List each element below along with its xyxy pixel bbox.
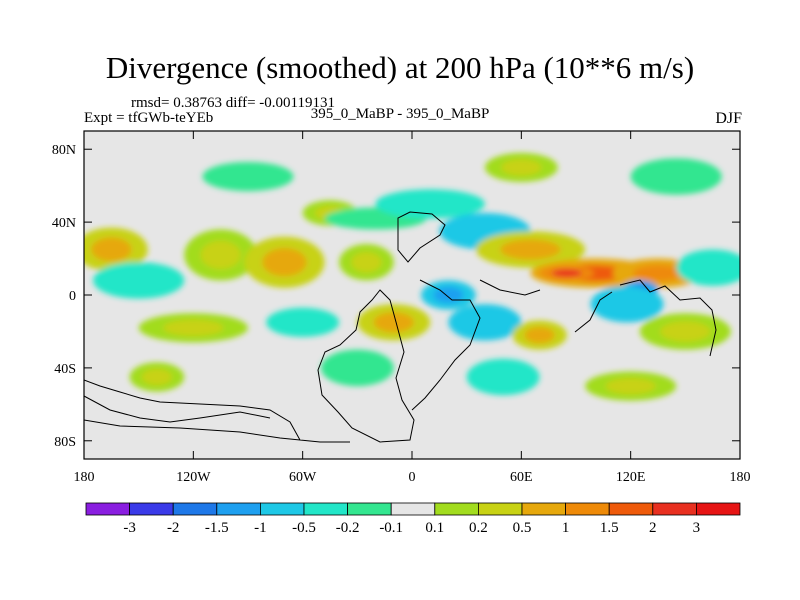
colorbar-swatch-4 [259,502,305,516]
anomaly-feature-9-core [500,239,561,260]
anomaly-feature-2-core [200,240,241,269]
anomaly-feature-3-core [262,248,307,277]
anomaly-field [84,152,740,401]
y-axis: 80N 40N 0 40S 80S [52,143,740,450]
colorbar-label: -0.2 [336,520,360,536]
y-tick-label: 80N [52,143,76,158]
colorbar-label: 0.1 [425,520,444,536]
colorbar-label: 2 [649,520,657,536]
anomaly-feature-19-core [282,314,323,331]
colorbar-swatch-5 [303,502,348,516]
y-tick-label: 80S [54,435,76,450]
runs-line: 395_0_MaBP - 395_0_MaBP [310,106,490,122]
colorbar-label: 0.2 [469,520,488,536]
stats-line: rmsd= 0.38763 diff= -0.00119131 [131,95,335,111]
colorbar-label: -0.5 [292,520,316,536]
colorbar-label: 0.5 [513,520,532,536]
colorbar-swatch-0 [85,502,130,516]
colorbar-swatch-1 [129,502,174,516]
colorbar-label: -2 [167,520,180,536]
x-tick-label: 120W [176,470,211,485]
colorbar-swatch-8 [434,502,479,516]
anomaly-feature-27-core [222,168,274,185]
anomaly-feature-11-core [551,269,582,278]
anomaly-feature-18-core [373,312,414,333]
anomaly-feature-4-core [351,252,382,273]
anomaly-feature-12-core [632,265,684,282]
colorbar-label: -3 [123,520,136,536]
colorbar: -3 -2 -1.5 -1 -0.5 -0.2 -0.1 0.1 0.2 0.5 1 1.5 2 3 [85,502,741,536]
chart-title: Divergence (smoothed) at 200 hPa (10**6 … [105,50,695,85]
x-tick-label: 0 [409,470,416,485]
colorbar-swatch-13 [652,502,697,516]
anomaly-feature-23-core [141,368,172,386]
x-tick-label: 180 [730,470,751,485]
colorbar-label: -1 [254,520,267,536]
anomaly-feature-0-core [91,237,132,262]
colorbar-label: 1 [562,520,570,536]
anomaly-feature-1-core [113,270,164,291]
x-tick-label: 60E [510,470,533,485]
anomaly-feature-24-core [337,357,378,378]
colorbar-swatch-6 [347,502,392,516]
anomaly-feature-28-core [501,159,542,176]
anomaly-feature-14-core [606,294,648,315]
x-tick-label: 180 [74,470,95,485]
x-tick-label: 120E [616,470,646,485]
colorbar-label: 3 [693,520,701,536]
anomaly-feature-29-core [651,166,702,187]
y-tick-label: 40N [52,216,76,231]
colorbar-swatch-2 [172,502,218,516]
x-axis: 180 120W 60W 0 60E 120E 180 [74,131,751,485]
colorbar-label: -1.5 [205,520,229,536]
experiment-line: Expt = tfGWb-teYEb [84,110,214,126]
anomaly-feature-20-core [163,319,224,336]
colorbar-swatch-7 [390,502,436,516]
anomaly-feature-17-core [464,312,505,333]
season-label: DJF [715,110,742,127]
anomaly-feature-22-core [660,321,711,342]
colorbar-label: 1.5 [600,520,619,536]
x-tick-label: 60W [289,470,317,485]
colorbar-swatch-14 [696,502,741,516]
colorbar-swatch-11 [565,502,610,516]
colorbar-swatch-12 [608,502,654,516]
anomaly-feature-7-core [400,195,461,212]
anomaly-feature-21-core [524,327,555,344]
anomaly-feature-6-core [347,212,404,225]
coastline [84,211,717,443]
anomaly-feature-25-core [483,366,524,388]
y-tick-label: 0 [69,289,76,304]
colorbar-label: -0.1 [379,520,403,536]
anomaly-feature-26-core [605,378,656,395]
anomaly-feature-15-core [692,257,733,278]
colorbar-swatch-10 [521,502,566,516]
y-tick-label: 40S [54,362,76,377]
colorbar-swatch-3 [216,502,261,516]
colorbar-swatch-9 [477,502,523,516]
